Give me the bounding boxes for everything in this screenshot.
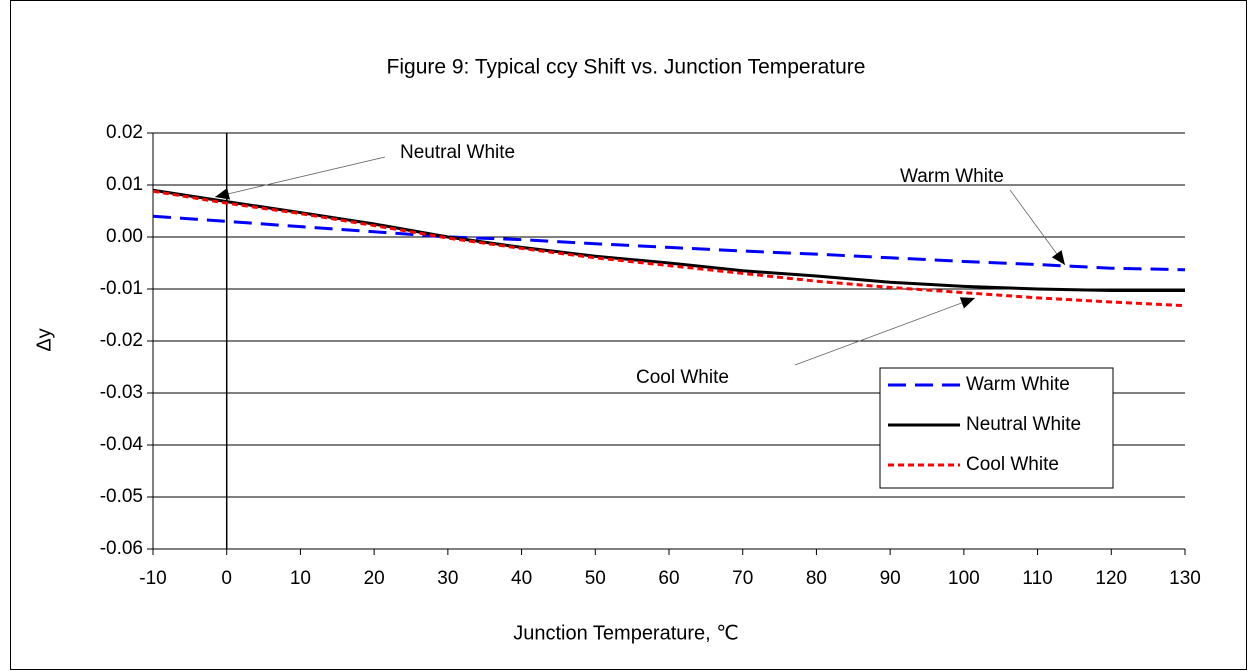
x-tick-label: 70 — [732, 568, 753, 589]
legend-box — [879, 367, 1114, 489]
x-axis-label: Junction Temperature, ℃ — [513, 622, 739, 644]
y-tick-label: -0.03 — [100, 382, 143, 403]
x-tick-label: 90 — [880, 568, 901, 589]
x-tick-label: 30 — [437, 568, 458, 589]
annotation-arrowhead — [215, 187, 231, 200]
annotation-arrowhead — [959, 297, 975, 309]
x-tick-label: 120 — [1095, 568, 1127, 589]
x-tick-label: 0 — [221, 568, 232, 589]
y-tick-label: -0.02 — [100, 330, 143, 351]
y-tick-label: 0.00 — [106, 226, 143, 247]
x-tick-label: 40 — [511, 568, 532, 589]
y-axis-label: Δy — [33, 328, 55, 351]
y-tick-label: -0.04 — [100, 434, 144, 455]
x-tick-label: 60 — [658, 568, 679, 589]
y-tick-label: -0.05 — [100, 486, 143, 507]
annotation: Cool White — [636, 367, 729, 388]
y-tick-label: 0.02 — [106, 122, 143, 143]
x-tick-label: 110 — [1022, 568, 1052, 589]
x-tick-label: 100 — [948, 568, 980, 589]
annotation-line — [214, 156, 386, 198]
x-tick-label: -10 — [139, 568, 166, 589]
annotation: Warm White — [900, 166, 1004, 187]
legend-label: Cool White — [966, 454, 1059, 475]
y-tick-label: -0.01 — [100, 278, 143, 299]
y-tick-label: -0.06 — [100, 538, 143, 559]
y-tick-label: 0.01 — [106, 174, 143, 195]
x-tick-label: 80 — [806, 568, 827, 589]
annotation: Neutral White — [400, 142, 515, 163]
x-tick-label: 10 — [290, 568, 311, 589]
legend-label: Neutral White — [966, 414, 1081, 435]
x-tick-label: 130 — [1169, 568, 1201, 589]
x-tick-label: 50 — [585, 568, 606, 589]
annotation-line — [794, 297, 976, 366]
series-line — [152, 189, 1186, 308]
annotation-line — [1009, 189, 1066, 266]
series-line — [152, 214, 1186, 272]
annotation-arrowhead — [1051, 250, 1065, 265]
chart-title: Figure 9: Typical ccy Shift vs. Junction… — [387, 56, 866, 79]
chart-frame — [10, 0, 1247, 670]
legend-label: Warm White — [966, 374, 1070, 395]
x-tick-label: 20 — [364, 568, 385, 589]
